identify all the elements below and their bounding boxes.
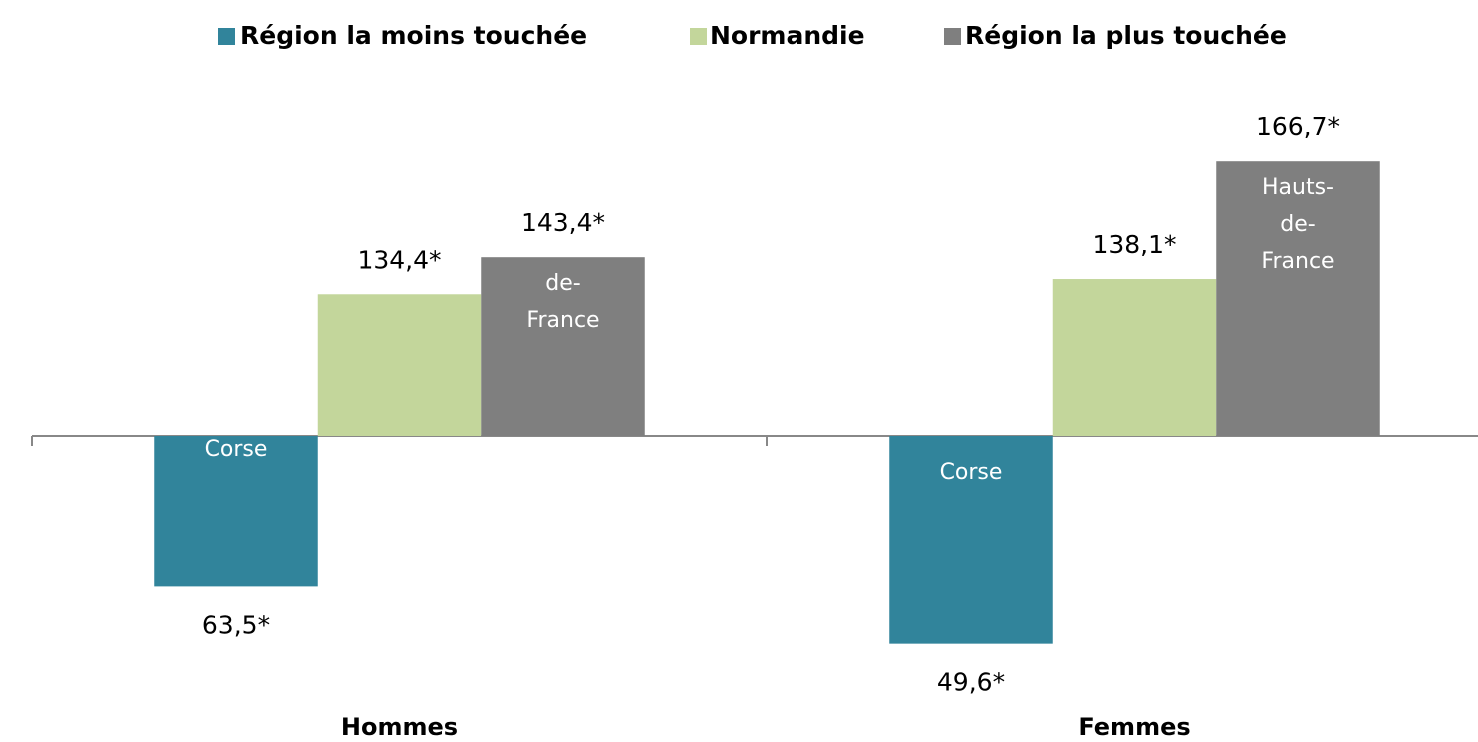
bar-label: Hauts- bbox=[1262, 175, 1334, 200]
bar-label: de- bbox=[1280, 212, 1315, 237]
bar bbox=[889, 436, 1053, 644]
bar bbox=[1216, 161, 1380, 437]
bar-label: France bbox=[526, 308, 599, 333]
x-tick-label: Hommes bbox=[341, 713, 458, 741]
value-label: 143,4* bbox=[521, 208, 605, 237]
legend-swatch bbox=[690, 28, 707, 45]
bar bbox=[481, 257, 645, 436]
value-label: 166,7* bbox=[1256, 112, 1340, 141]
legend-swatch bbox=[944, 28, 961, 45]
legend-label: Région la plus touchée bbox=[965, 21, 1287, 50]
legend-swatch bbox=[218, 28, 235, 45]
legend-label: Normandie bbox=[710, 21, 865, 50]
value-label: 138,1* bbox=[1092, 230, 1176, 259]
value-label: 63,5* bbox=[202, 610, 270, 639]
bar bbox=[317, 294, 482, 436]
bar-label: France bbox=[1261, 249, 1334, 274]
bar-label: Corse bbox=[205, 437, 268, 462]
bar bbox=[1052, 279, 1217, 436]
bar-label: Corse bbox=[940, 460, 1003, 485]
bar-label: de- bbox=[545, 271, 580, 296]
x-tick-label: Femmes bbox=[1078, 713, 1190, 741]
legend-label: Région la moins touchée bbox=[240, 21, 587, 50]
value-label: 49,6* bbox=[937, 668, 1005, 697]
bar bbox=[154, 436, 318, 587]
value-label: 134,4* bbox=[357, 245, 441, 274]
